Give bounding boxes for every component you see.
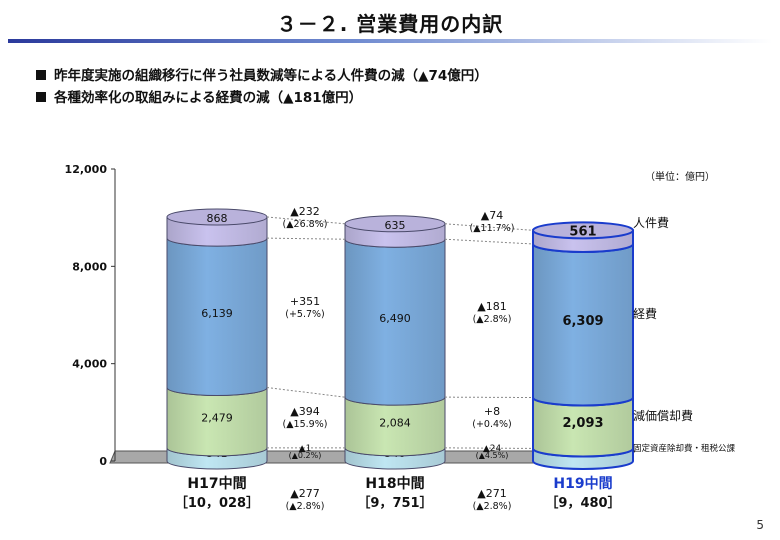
total-change-value: ▲271 — [477, 487, 506, 500]
y-tick-label: 0 — [99, 455, 107, 468]
change-percent: (+0.4%) — [472, 419, 512, 430]
connector-line — [266, 216, 346, 225]
cylinder-segment — [344, 396, 446, 457]
change-percent: (▲4.5%) — [476, 451, 509, 460]
cylinder-segment — [532, 242, 634, 407]
data-label: 2,093 — [562, 416, 603, 431]
change-value: ▲24 — [483, 444, 502, 454]
data-label: 6,309 — [562, 314, 603, 329]
series-label: 人件費 — [633, 215, 669, 230]
change-value: ▲232 — [290, 205, 319, 218]
data-label: 6,139 — [201, 307, 233, 320]
total-change-value: ▲277 — [290, 487, 319, 500]
connector-line — [444, 447, 534, 449]
cylinder-segment — [344, 238, 446, 406]
data-label: 2,084 — [379, 417, 411, 430]
page-title: ３－２. 営業費用の内訳 — [276, 12, 504, 36]
total-label: ［9，751］ — [357, 495, 432, 511]
change-percent: (+5.7%) — [285, 309, 325, 320]
series-label: 経費 — [633, 306, 657, 321]
change-value: ▲1 — [299, 444, 312, 454]
total-change-percent: (▲2.8%) — [473, 501, 512, 512]
bullet-text: 昨年度実施の組織移行に伴う社員数減等による人件費の減（▲74億円） — [54, 68, 488, 84]
data-label: 2,479 — [201, 412, 233, 425]
change-value: +351 — [290, 295, 320, 308]
total-change-percent: (▲2.8%) — [286, 501, 325, 512]
data-label: 868 — [207, 212, 228, 225]
data-label: 561 — [569, 224, 596, 239]
y-tick-label: 12,000 — [65, 163, 108, 176]
change-value: ▲74 — [481, 209, 503, 222]
total-label: ［10，028］ — [175, 495, 259, 511]
bullet-square-icon — [36, 70, 46, 80]
cylinder-segment — [532, 396, 634, 458]
unit-label: （単位：億円） — [645, 170, 715, 183]
bullet-item: 各種効率化の取組みによる経費の減（▲181億円） — [36, 86, 362, 106]
connector-line — [266, 387, 346, 398]
change-value: ▲181 — [477, 300, 506, 313]
change-percent: (▲11.7%) — [470, 223, 515, 234]
series-label: 固定資産除却費・租税公課 — [633, 443, 736, 454]
title-rule — [8, 39, 772, 43]
change-percent: (▲2.8%) — [473, 314, 512, 325]
category-label: H18中間 — [365, 475, 424, 492]
y-tick-label: 4,000 — [72, 358, 107, 371]
connector-line — [444, 223, 534, 231]
total-label: ［9，480］ — [545, 495, 620, 511]
page-number: 5 — [756, 518, 764, 532]
change-percent: (▲0.2%) — [289, 451, 322, 460]
connector-line — [266, 237, 346, 240]
change-percent: (▲15.9%) — [283, 419, 328, 430]
category-label: H17中間 — [187, 475, 246, 492]
change-value: +8 — [484, 405, 500, 418]
connector-line — [444, 238, 534, 245]
cylinder-segment — [166, 387, 268, 457]
change-value: ▲394 — [290, 405, 319, 418]
bullet-text: 各種効率化の取組みによる経費の減（▲181億円） — [54, 90, 363, 106]
bullet-item: 昨年度実施の組織移行に伴う社員数減等による人件費の減（▲74億円） — [36, 64, 488, 84]
data-label: 635 — [385, 219, 406, 232]
series-label: 減価償却費 — [633, 408, 693, 423]
data-label: 6,490 — [379, 312, 411, 325]
change-percent: (▲26.8%) — [283, 219, 328, 230]
cylinder-segment — [166, 237, 268, 396]
category-label: H19中間 — [553, 475, 612, 492]
bullet-square-icon — [36, 92, 46, 102]
y-tick-label: 8,000 — [72, 260, 107, 273]
